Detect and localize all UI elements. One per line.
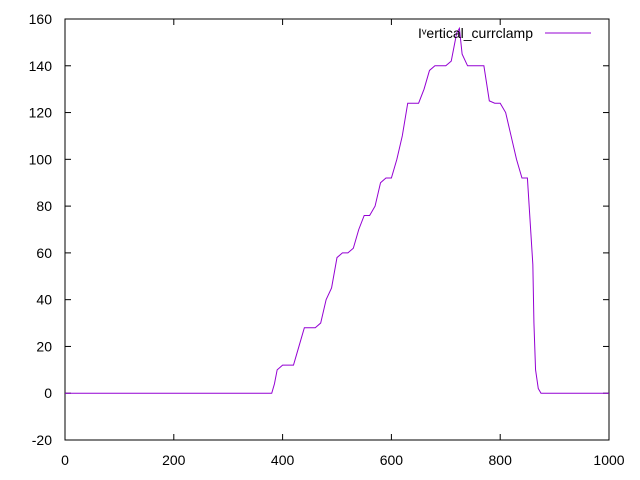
x-tick-label: 1000	[593, 452, 624, 468]
legend-label: Iᵛertical_currclamp	[418, 25, 533, 41]
y-tick-label: 80	[36, 198, 52, 214]
y-axis: -20 0 20 40 60 80 100 120 140 160	[29, 11, 609, 448]
y-tick-label: 160	[29, 11, 53, 27]
x-tick-label: 800	[489, 452, 513, 468]
x-axis: 0 200 400 600 800 1000	[61, 19, 625, 468]
x-tick-label: 600	[380, 452, 404, 468]
y-tick-label: 0	[44, 385, 52, 401]
y-tick-label: 60	[36, 245, 52, 261]
plot-frame	[64, 18, 610, 441]
x-tick-label: 200	[162, 452, 186, 468]
y-tick-label: 120	[29, 105, 53, 121]
y-tick-label: 40	[36, 292, 52, 308]
x-tick-label: 0	[61, 452, 69, 468]
series-line-0	[65, 26, 609, 394]
series-layer	[65, 26, 609, 394]
y-tick-label: -20	[32, 432, 52, 448]
y-tick-label: 140	[29, 58, 53, 74]
y-tick-label: 20	[36, 338, 52, 354]
x-tick-label: 400	[271, 452, 295, 468]
y-tick-label: 100	[29, 151, 53, 167]
legend: Iᵛertical_currclamp	[418, 25, 591, 41]
